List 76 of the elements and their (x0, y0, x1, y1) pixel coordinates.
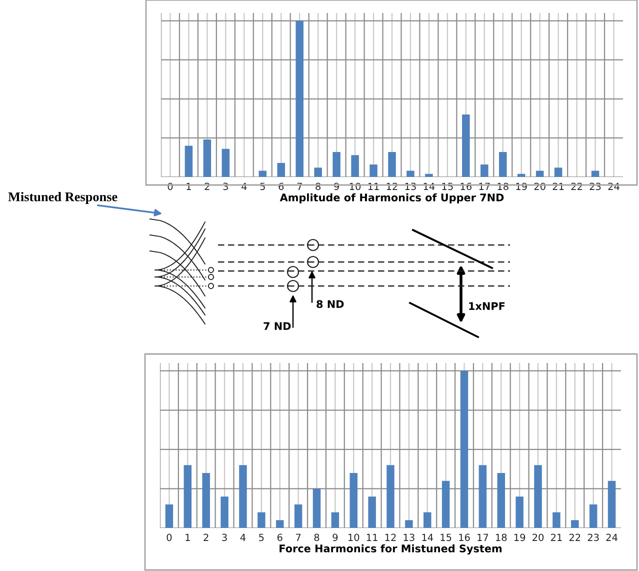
x-tick-label: 15 (440, 534, 452, 542)
x-tick-label: 2 (204, 534, 208, 541)
x-tick-label: 8 (314, 534, 320, 542)
bar (202, 473, 210, 528)
bar (571, 520, 579, 528)
x-tick-label: 17 (478, 534, 488, 541)
bar (258, 512, 266, 528)
bar (424, 512, 432, 528)
x-axis-title: Force Harmonics for Mistuned System (280, 544, 502, 555)
bar (220, 496, 228, 528)
text: Mistuned Response (8, 192, 118, 204)
bar (462, 114, 470, 177)
bar (591, 170, 600, 177)
x-tick-label: 5 (259, 534, 264, 542)
bar (258, 170, 267, 177)
bar (516, 496, 524, 528)
bar (350, 473, 358, 528)
bar (351, 155, 359, 177)
text: 8 ND (316, 300, 344, 308)
bar (406, 170, 414, 177)
bar (314, 168, 322, 177)
x-tick-label: 18 (496, 534, 507, 542)
bar (554, 168, 562, 177)
x-tick-label: 0 (166, 534, 172, 542)
bar (499, 152, 507, 177)
bar (184, 465, 192, 528)
text: 7 ND (264, 322, 291, 330)
bar (203, 140, 212, 177)
bar (478, 465, 487, 528)
x-tick-label: 19 (514, 534, 526, 542)
bar (370, 164, 378, 177)
bar (184, 146, 193, 177)
bar (405, 520, 413, 528)
bar (165, 504, 174, 528)
bar (536, 170, 544, 177)
bar (222, 148, 230, 177)
x-tick-label: 24 (606, 534, 618, 541)
bar (480, 164, 488, 177)
x-tick-label: 6 (277, 534, 282, 542)
bar (517, 174, 526, 177)
x-tick-label: 9 (332, 534, 338, 542)
x-tick-label: 4 (240, 534, 246, 541)
bar (368, 496, 376, 528)
bar (294, 504, 302, 528)
bar (425, 174, 433, 177)
bar (497, 473, 506, 528)
x-axis-title: Amplitude of Harmonics of Upper 7ND (280, 193, 504, 204)
x-tick-label: 7 (296, 534, 301, 541)
bar (239, 465, 247, 528)
x-tick-label: 14 (422, 534, 434, 541)
x-tick-label: 22 (569, 534, 580, 541)
bar (589, 504, 598, 528)
bar (312, 488, 321, 528)
bar (296, 20, 304, 177)
bar (386, 465, 394, 528)
text: 1xNPF (469, 302, 505, 310)
x-tick-label: 20 (532, 534, 544, 542)
bar (552, 512, 560, 528)
x-tick-label: 1 (186, 534, 190, 541)
bar (442, 480, 450, 528)
bar (608, 480, 616, 528)
x-tick-label: 21 (550, 534, 562, 541)
bar (276, 520, 284, 528)
x-tick-label: 10 (348, 534, 360, 542)
bar (460, 370, 468, 528)
x-tick-label: 16 (459, 534, 470, 542)
x-tick-label: 12 (385, 534, 396, 541)
bar (277, 162, 285, 177)
bar (331, 512, 340, 528)
x-tick-label: 3 (222, 534, 227, 542)
x-tick-label: 11 (366, 534, 378, 541)
x-tick-label: 13 (404, 534, 414, 542)
bar (534, 465, 542, 528)
bar (332, 152, 340, 177)
x-tick-label: 23 (588, 534, 599, 542)
bar (388, 152, 396, 177)
